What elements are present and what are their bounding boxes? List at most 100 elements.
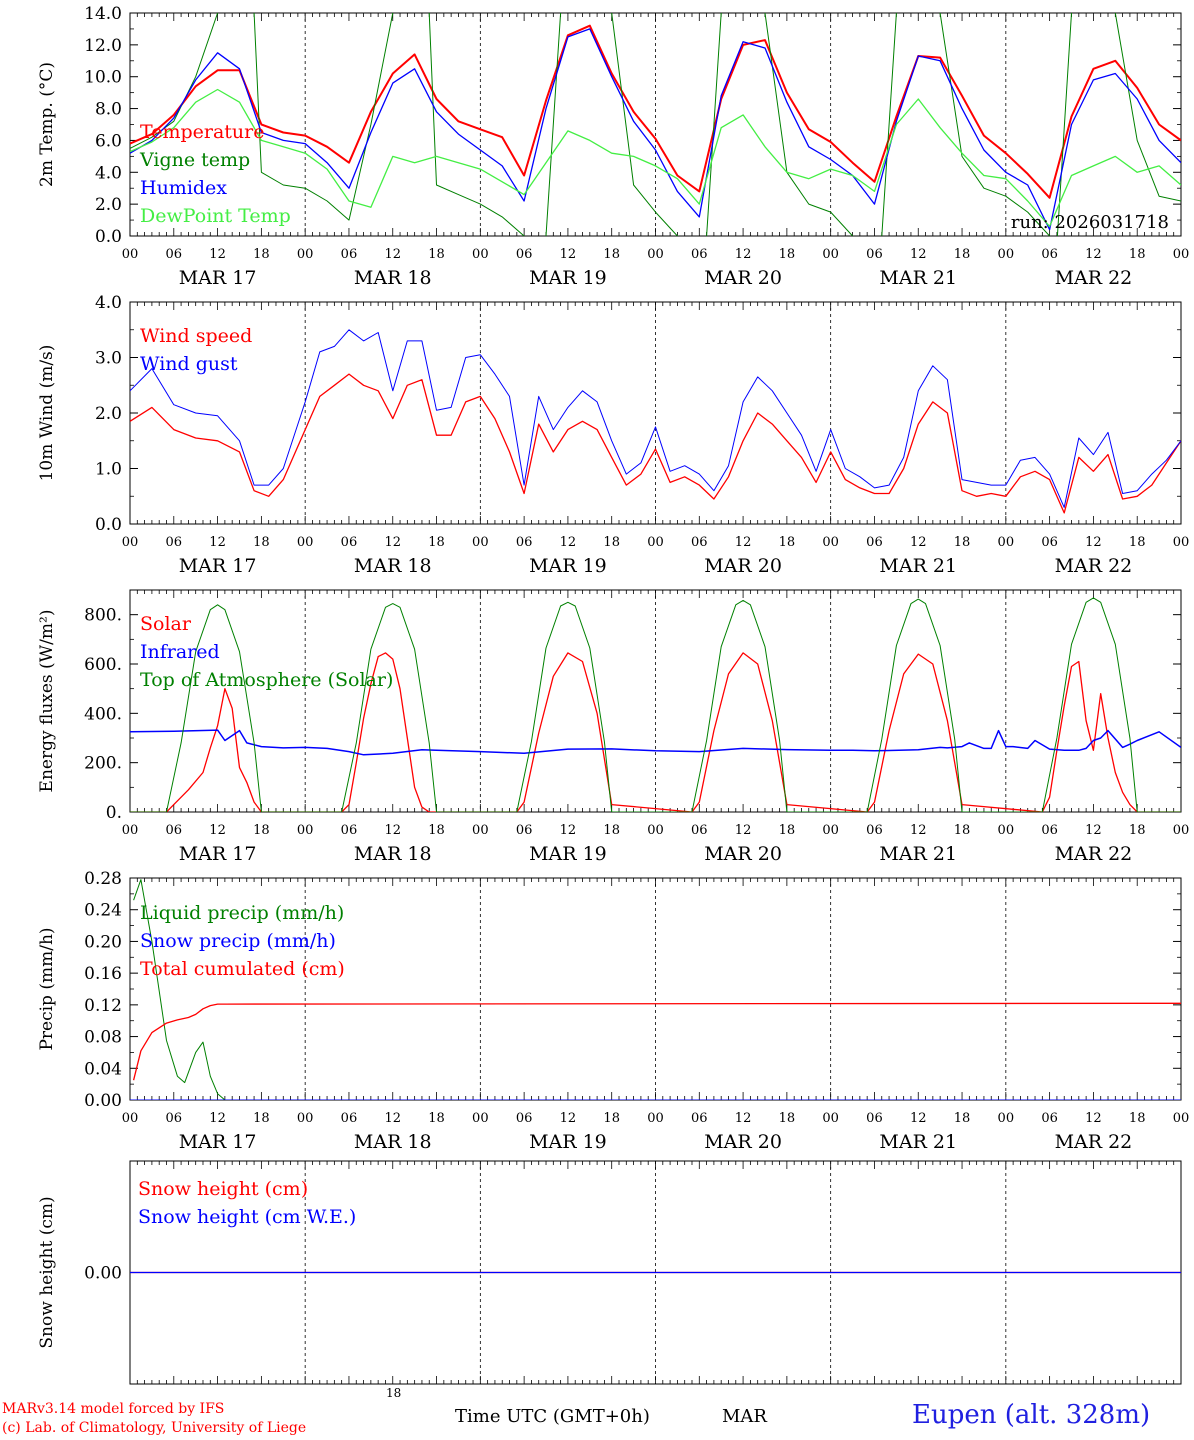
panel4-day-label: MAR 20 [704, 1131, 782, 1153]
panel2-y-axis-label: 10m Wind (m/s) [37, 345, 57, 482]
panel1-day-label: MAR 18 [354, 267, 432, 289]
panel1-day-label: MAR 21 [879, 267, 957, 289]
panel3-x-tick-label: 06 [866, 823, 883, 838]
panel2-x-tick-label: 18 [603, 535, 620, 550]
panel2-legend-entry: Wind speed [140, 325, 252, 347]
panel1-x-tick-label: 06 [866, 247, 883, 262]
panel3-x-tick-label: 00 [822, 823, 839, 838]
panel1-x-tick-label: 00 [647, 247, 664, 262]
panel3-x-tick-label: 00 [647, 823, 664, 838]
panel3-y-tick-label: 400. [84, 704, 122, 724]
panel3-x-tick-label: 00 [1173, 823, 1190, 838]
panel2-x-tick-label: 06 [866, 535, 883, 550]
panel1-day-label: MAR 20 [704, 267, 782, 289]
panel1-x-tick-label: 00 [297, 247, 314, 262]
panel2-day-label: MAR 20 [704, 555, 782, 577]
panel3-x-tick-label: 18 [603, 823, 620, 838]
panel1-x-tick-label: 00 [998, 247, 1015, 262]
panel1-y-tick-label: 12.0 [84, 36, 122, 56]
panel3-day-label: MAR 20 [704, 843, 782, 865]
panel4-x-tick-label: 06 [166, 1111, 183, 1126]
panel3-y-tick-label: 0. [106, 803, 122, 823]
panel3-series-1 [130, 652, 1181, 812]
panel3-day-label: MAR 17 [179, 843, 257, 865]
panel4-x-tick-label: 00 [297, 1111, 314, 1126]
panel1-y-tick-label: 14.0 [84, 4, 122, 24]
panel2-x-tick-label: 06 [516, 535, 533, 550]
panel4-x-tick-label: 06 [341, 1111, 358, 1126]
panel1-x-tick-label: 18 [603, 247, 620, 262]
panel3-x-tick-label: 18 [253, 823, 270, 838]
panel2-y-tick-label: 3.0 [95, 349, 122, 369]
panel4-y-axis-label: Precip (mm/h) [37, 927, 57, 1050]
panel4-x-tick-label: 00 [998, 1111, 1015, 1126]
panel3-x-tick-label: 06 [166, 823, 183, 838]
panel1-x-tick-label: 00 [822, 247, 839, 262]
panel3-day-label: MAR 19 [529, 843, 607, 865]
panel4-day-label: MAR 22 [1055, 1131, 1133, 1153]
panel3-x-tick-label: 12 [910, 823, 927, 838]
panel2-x-tick-label: 00 [998, 535, 1015, 550]
panel1-x-tick-label: 06 [516, 247, 533, 262]
panel4-x-tick-label: 18 [253, 1111, 270, 1126]
panel1-x-tick-label: 12 [735, 247, 752, 262]
panel1-series-2 [130, 13, 1181, 236]
panel3-x-tick-label: 18 [954, 823, 971, 838]
time-axis-label: Time UTC (GMT+0h) [455, 1406, 650, 1427]
panel3-x-tick-label: 18 [779, 823, 796, 838]
panel1-day-label: MAR 19 [529, 267, 607, 289]
panel4-y-tick-label: 0.16 [84, 964, 122, 984]
panel5-legend-entry: Snow height (cm W.E.) [138, 1206, 356, 1228]
panel2-x-tick-label: 18 [1129, 535, 1146, 550]
panel1-y-tick-label: 2.0 [95, 195, 122, 215]
panel1-y-tick-label: 8.0 [95, 100, 122, 120]
panel2-series-group [130, 329, 1181, 514]
panel1-series-4 [130, 88, 1181, 228]
panel2-legend-entry: Wind gust [140, 353, 238, 375]
panel1-series-1 [130, 24, 1181, 199]
panel4-y-tick-label: 0.00 [84, 1091, 122, 1111]
panel1-x-tick-label: 18 [954, 247, 971, 262]
panel2-series-1 [130, 373, 1181, 514]
panel2-day-label: MAR 21 [879, 555, 957, 577]
panel1-x-tick-label: 18 [253, 247, 270, 262]
panel1-legend-entry: Vigne temp [139, 149, 250, 171]
panel4-x-tick-label: 18 [1129, 1111, 1146, 1126]
panel2-x-tick-label: 18 [779, 535, 796, 550]
panel4-x-tick-label: 00 [122, 1111, 139, 1126]
panel4-x-tick-label: 00 [1173, 1111, 1190, 1126]
panel5-y-axis-label: Snow height (cm) [37, 1196, 57, 1348]
panel1-day-label: MAR 22 [1055, 267, 1133, 289]
panel4-x-tick-label: 12 [910, 1111, 927, 1126]
panel3-x-tick-label: 00 [998, 823, 1015, 838]
panel1-y-tick-label: 10.0 [84, 68, 122, 88]
panel1-x-tick-label: 12 [209, 247, 226, 262]
panel2-y-tick-label: 1.0 [95, 460, 122, 480]
panel2-x-tick-label: 06 [1041, 535, 1058, 550]
panel1-x-tick-label: 00 [122, 247, 139, 262]
panel3-legend-entry: Infrared [140, 641, 220, 663]
panel3-x-tick-label: 12 [1085, 823, 1102, 838]
panel2-x-tick-label: 12 [209, 535, 226, 550]
panel2-x-tick-label: 12 [910, 535, 927, 550]
panel3-day-label: MAR 22 [1055, 843, 1133, 865]
panel1-x-tick-label: 18 [779, 247, 796, 262]
panel3-x-tick-label: 12 [560, 823, 577, 838]
panel2-day-label: MAR 17 [179, 555, 257, 577]
panel4-legend-entry: Liquid precip (mm/h) [140, 902, 344, 924]
panel2-x-tick-label: 06 [166, 535, 183, 550]
panel4-y-tick-label: 0.24 [84, 901, 122, 921]
panel2-x-tick-label: 00 [1173, 535, 1190, 550]
panel4-x-tick-label: 00 [472, 1111, 489, 1126]
panel3-x-tick-label: 06 [1041, 823, 1058, 838]
panel4-legend-entry: Total cumulated (cm) [140, 958, 345, 980]
panel2-x-tick-label: 00 [822, 535, 839, 550]
panel1-x-tick-label: 12 [910, 247, 927, 262]
panel2-day-label: MAR 19 [529, 555, 607, 577]
panel3-day-label: MAR 18 [354, 843, 432, 865]
panel4-x-tick-label: 18 [779, 1111, 796, 1126]
panel4-y-tick-label: 0.04 [84, 1059, 122, 1079]
panel4-series-group [130, 879, 1181, 1100]
panel3-series-group [130, 597, 1181, 812]
panel1-legend-entry: Humidex [140, 177, 227, 199]
